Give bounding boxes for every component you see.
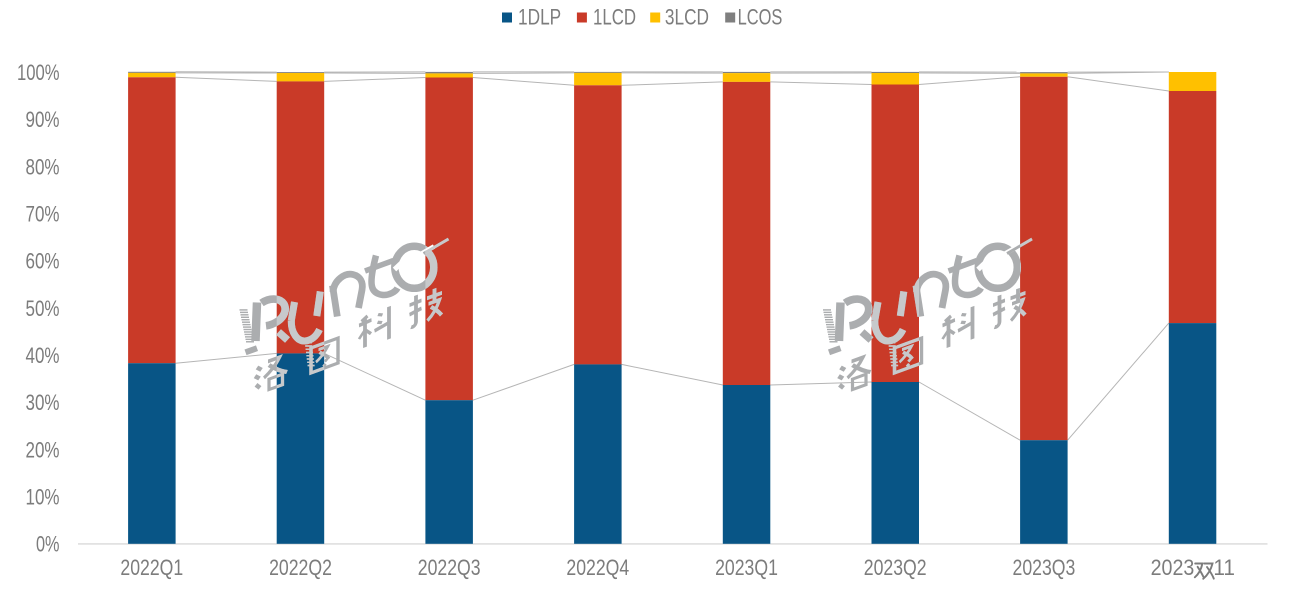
svg-text:0%: 0% [36, 532, 60, 557]
svg-text:80%: 80% [26, 154, 60, 179]
svg-text:10%: 10% [26, 485, 60, 510]
svg-text:2023Q2: 2023Q2 [864, 555, 927, 580]
svg-text:2022Q4: 2022Q4 [566, 555, 629, 580]
svg-text:3LCD: 3LCD [665, 5, 709, 30]
svg-text:2022Q2: 2022Q2 [269, 555, 332, 580]
svg-text:2023: 2023 [1151, 555, 1195, 580]
svg-text:60%: 60% [26, 249, 60, 274]
svg-text:50%: 50% [26, 296, 60, 321]
svg-text:100%: 100% [17, 60, 60, 85]
svg-text:1DLP: 1DLP [518, 5, 561, 30]
svg-text:2023Q3: 2023Q3 [1013, 555, 1076, 580]
svg-text:11: 11 [1213, 555, 1235, 580]
svg-text:70%: 70% [26, 201, 60, 226]
svg-text:2022Q1: 2022Q1 [120, 555, 183, 580]
svg-text:30%: 30% [26, 390, 60, 415]
svg-text:2023Q1: 2023Q1 [715, 555, 778, 580]
svg-text:1LCD: 1LCD [593, 5, 636, 30]
svg-text:90%: 90% [26, 107, 60, 132]
svg-text:2022Q3: 2022Q3 [418, 555, 481, 580]
svg-text:LCOS: LCOS [738, 5, 783, 30]
svg-text:20%: 20% [26, 437, 60, 462]
svg-text:40%: 40% [26, 343, 60, 368]
